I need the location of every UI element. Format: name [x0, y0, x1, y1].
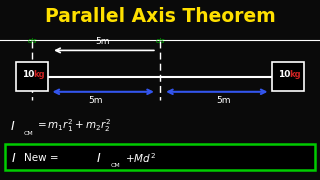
Bar: [272, 62, 304, 91]
Text: cls: cls: [155, 38, 165, 44]
Bar: [5, 144, 315, 170]
Text: $\mathit{I}$: $\mathit{I}$: [10, 120, 15, 132]
Text: 10: 10: [22, 70, 34, 79]
Text: $\mathit{I}$: $\mathit{I}$: [96, 152, 101, 165]
Text: CM: CM: [110, 163, 120, 168]
Text: 5m: 5m: [89, 96, 103, 105]
Text: Parallel Axis Theorem: Parallel Axis Theorem: [44, 7, 276, 26]
Text: kg: kg: [289, 70, 301, 79]
Text: 5m: 5m: [95, 37, 110, 46]
Text: CM: CM: [24, 131, 34, 136]
Bar: [16, 62, 48, 91]
Text: $\mathit{I}$: $\mathit{I}$: [11, 152, 17, 165]
Text: cls: cls: [27, 38, 37, 44]
Text: $+ Md^2$: $+ Md^2$: [125, 152, 156, 165]
Text: kg: kg: [33, 70, 45, 79]
Text: $= m_1r_1^2 + m_2r_2^2$: $= m_1r_1^2 + m_2r_2^2$: [35, 118, 111, 134]
Text: 5m: 5m: [217, 96, 231, 105]
Text: 10: 10: [278, 70, 290, 79]
Text: New =: New =: [24, 153, 62, 163]
